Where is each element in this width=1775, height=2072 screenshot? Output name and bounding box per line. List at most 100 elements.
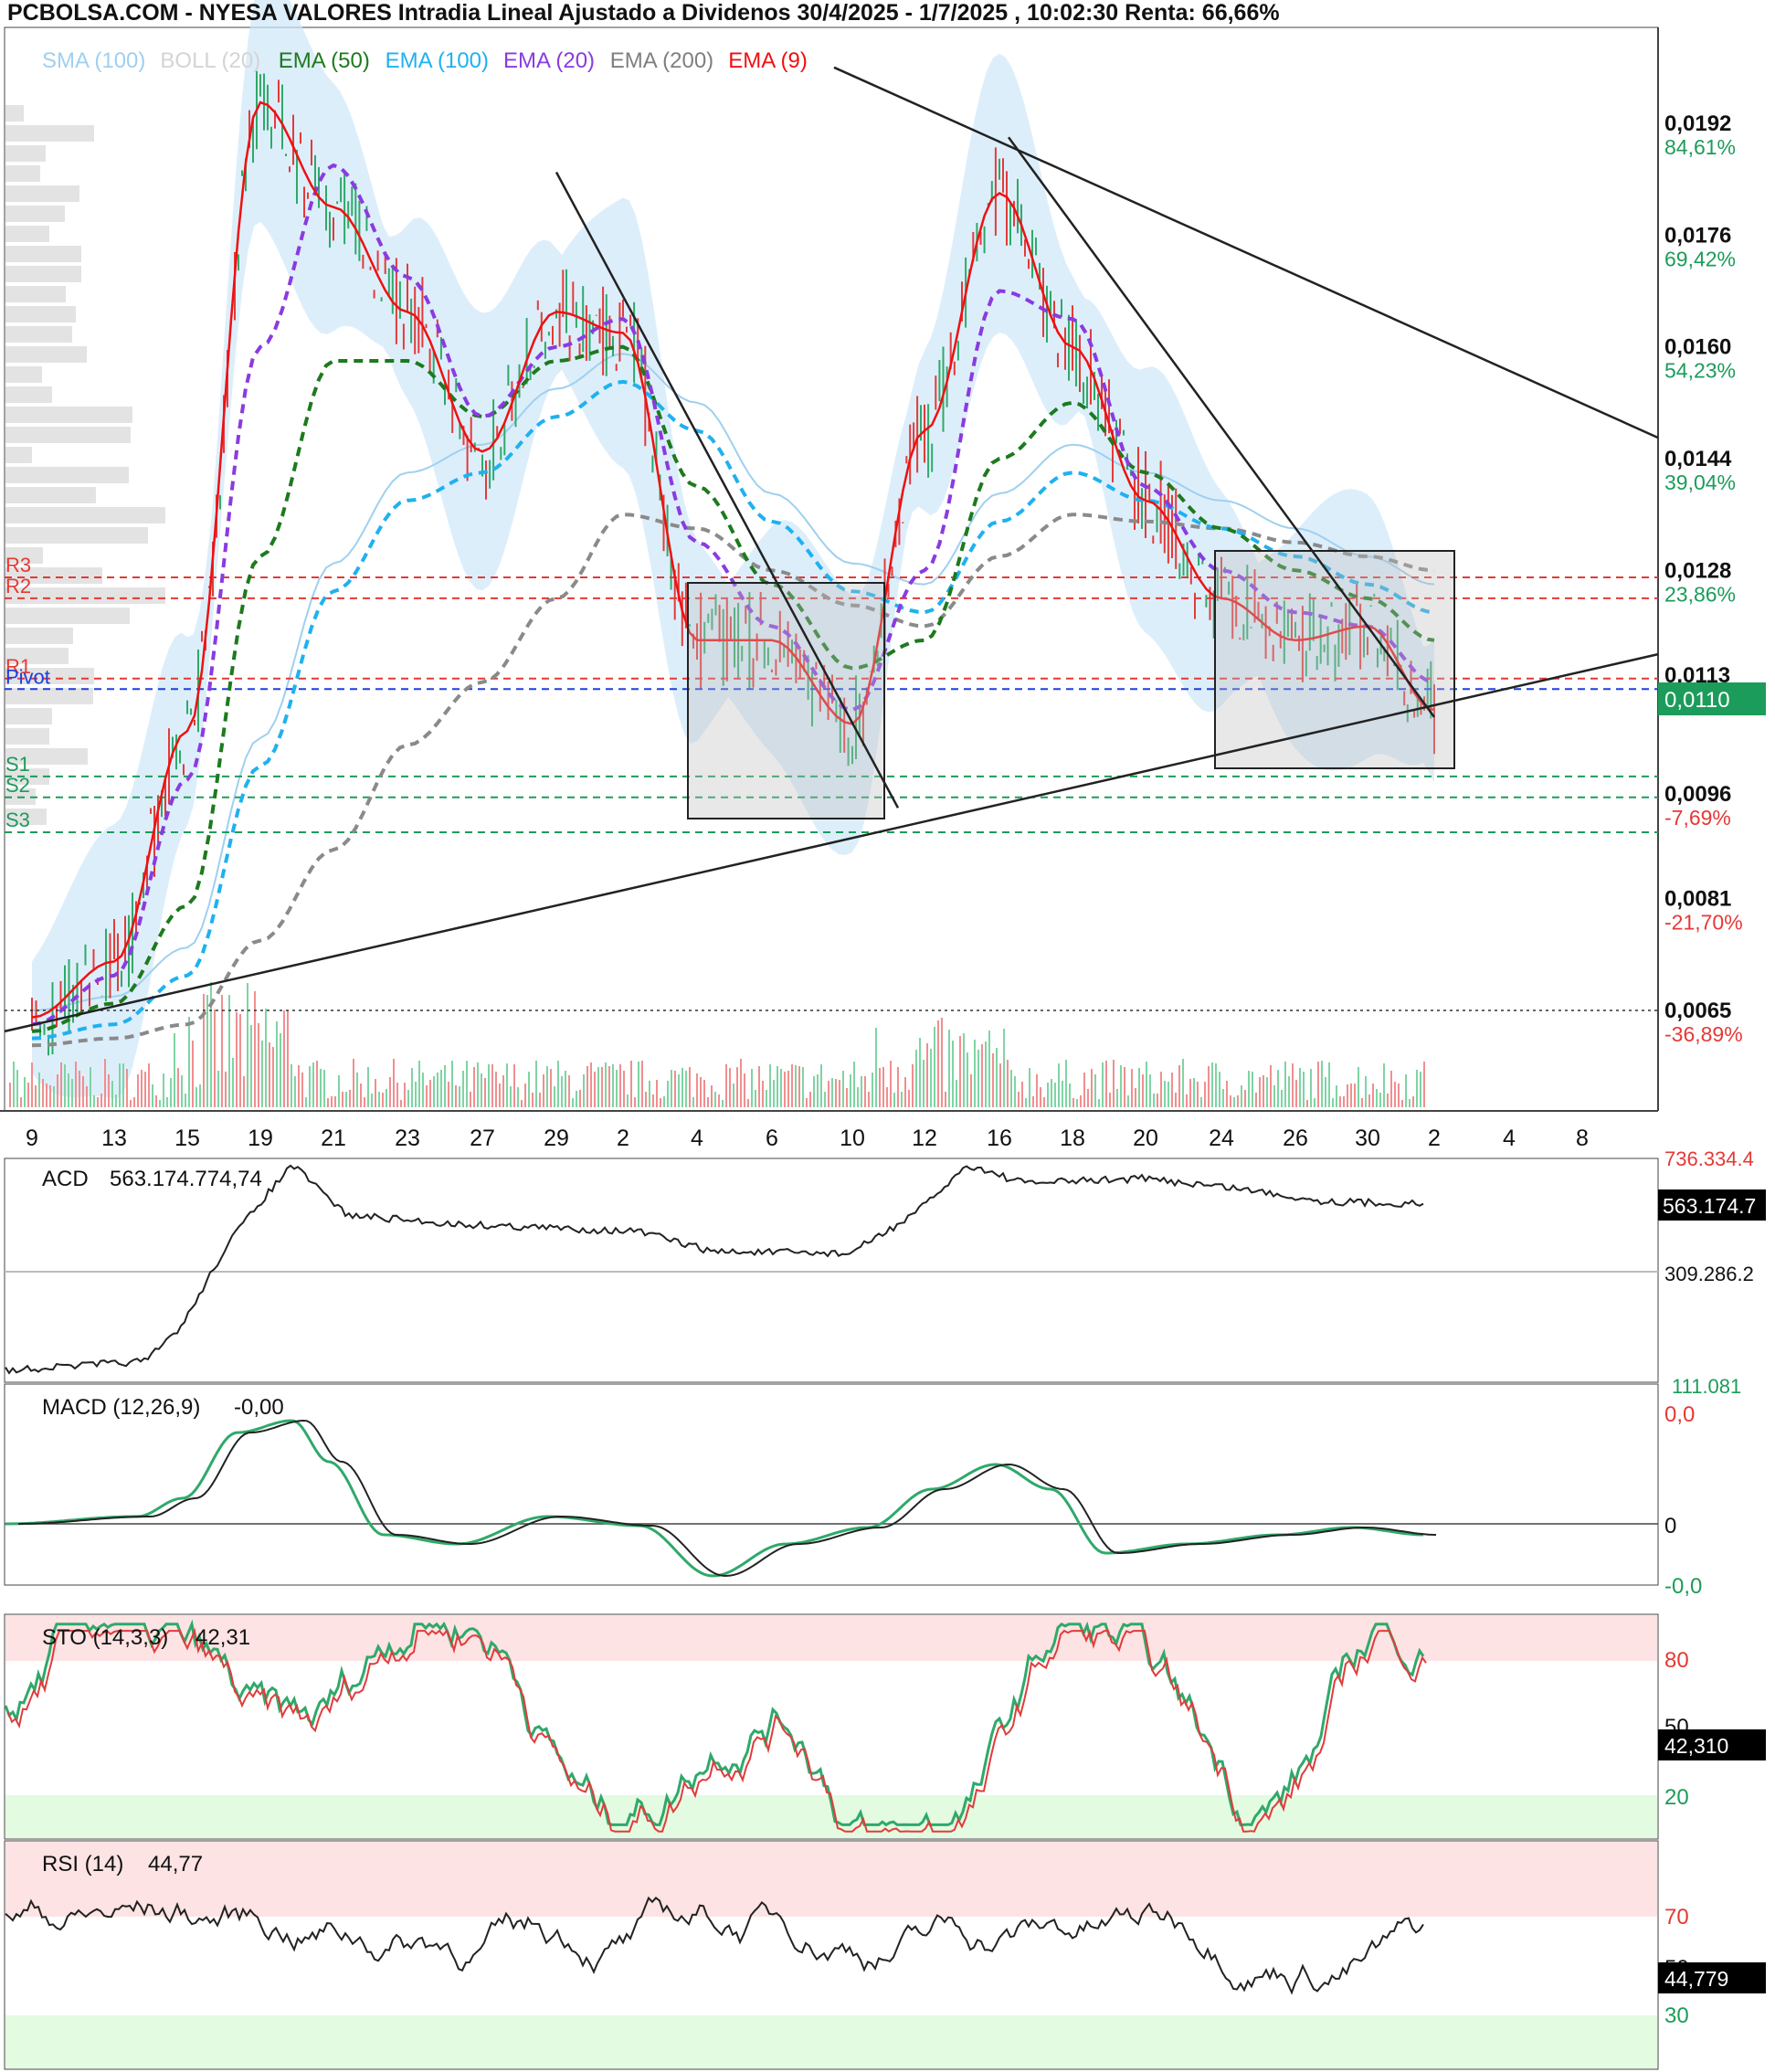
rsi-label: RSI (14) bbox=[42, 1852, 123, 1876]
volume-bar bbox=[1014, 1076, 1016, 1107]
volume-bar bbox=[744, 1073, 745, 1107]
volume-bar bbox=[864, 1076, 866, 1107]
acd-label: ACD bbox=[42, 1167, 89, 1191]
volume-bar bbox=[291, 1064, 292, 1107]
volume-bar bbox=[1120, 1065, 1122, 1107]
volume-bar bbox=[809, 1092, 811, 1107]
volume-bar bbox=[671, 1070, 672, 1107]
volume-bar bbox=[1102, 1062, 1104, 1107]
rsi-line bbox=[5, 1896, 1424, 1995]
volume-bar bbox=[130, 1100, 132, 1107]
macd-panel-frame bbox=[4, 1383, 1659, 1586]
volume-bar bbox=[817, 1074, 819, 1107]
x-tick-label: 19 bbox=[248, 1126, 273, 1151]
volume-bar bbox=[1387, 1094, 1389, 1107]
volume-bar bbox=[159, 1100, 161, 1107]
volume-bar bbox=[269, 1042, 270, 1107]
volume-bar bbox=[948, 1030, 950, 1107]
volume-bar bbox=[1157, 1094, 1158, 1107]
price-axis-value: 0,0176 bbox=[1664, 223, 1731, 248]
volume-bar bbox=[612, 1064, 614, 1107]
trendline bbox=[1007, 136, 1436, 718]
macd-signal-line bbox=[18, 1419, 1437, 1577]
x-tick-label: 10 bbox=[840, 1126, 865, 1151]
consolidation-box-2 bbox=[1214, 550, 1455, 769]
volume-bar bbox=[1299, 1068, 1301, 1107]
volume-profile-bar bbox=[5, 226, 49, 242]
volume-bar bbox=[601, 1067, 603, 1107]
volume-bar bbox=[484, 1078, 486, 1107]
volume-bar bbox=[985, 1041, 987, 1107]
volume-bar bbox=[1193, 1078, 1195, 1107]
series-ema-100- bbox=[31, 379, 1435, 1041]
volume-bar bbox=[166, 1097, 168, 1107]
volume-profile-bar bbox=[5, 527, 148, 544]
volume-bar bbox=[1288, 1076, 1290, 1107]
volume-bar bbox=[543, 1074, 544, 1107]
volume-bar bbox=[806, 1098, 808, 1107]
volume-bar bbox=[1292, 1063, 1294, 1107]
volume-bar bbox=[1368, 1094, 1370, 1107]
volume-bar bbox=[572, 1098, 574, 1107]
volume-bar bbox=[762, 1081, 764, 1107]
volume-bar bbox=[426, 1085, 428, 1107]
volume-bar bbox=[590, 1062, 592, 1107]
volume-bar bbox=[1043, 1097, 1045, 1107]
volume-profile-bar bbox=[5, 407, 132, 423]
volume-bar bbox=[1347, 1084, 1348, 1107]
volume-bar bbox=[1273, 1085, 1275, 1107]
volume-profile-bar bbox=[5, 507, 165, 523]
volume-bar bbox=[210, 982, 212, 1107]
volume-bar bbox=[506, 1063, 508, 1107]
volume-bar bbox=[459, 1086, 460, 1107]
volume-bar bbox=[901, 1092, 903, 1107]
volume-bar bbox=[57, 1074, 58, 1107]
volume-bar bbox=[1113, 1060, 1115, 1107]
volume-bar bbox=[952, 1041, 954, 1107]
volume-bar bbox=[875, 1028, 877, 1107]
volume-bar bbox=[327, 1098, 329, 1107]
volume-bar bbox=[1029, 1068, 1030, 1107]
volume-bar bbox=[24, 1077, 26, 1107]
volume-bar bbox=[561, 1076, 563, 1107]
volume-bar bbox=[254, 991, 256, 1107]
volume-profile-bar bbox=[5, 145, 46, 162]
pivot-label-s2: S2 bbox=[5, 774, 30, 797]
volume-bar bbox=[1233, 1097, 1235, 1107]
volume-bar bbox=[214, 1010, 216, 1107]
volume-bar bbox=[1076, 1099, 1078, 1107]
price-axis-value: 0,0065 bbox=[1664, 999, 1731, 1023]
macd-label: MACD (12,26,9) bbox=[42, 1395, 200, 1420]
x-tick-label: 9 bbox=[26, 1126, 38, 1151]
macd-axis-top: 0,0 bbox=[1664, 1402, 1695, 1427]
volume-bar bbox=[144, 1072, 146, 1107]
volume-bar bbox=[1021, 1082, 1023, 1107]
volume-bar bbox=[1065, 1060, 1067, 1107]
volume-profile-bar bbox=[5, 668, 94, 684]
volume-profile-bar bbox=[5, 748, 88, 765]
volume-bar bbox=[532, 1093, 534, 1107]
volume-bar bbox=[1211, 1062, 1213, 1107]
volume-bar bbox=[1054, 1083, 1056, 1107]
volume-bar bbox=[415, 1082, 417, 1107]
volume-bar bbox=[111, 1081, 113, 1107]
x-tick-label: 27 bbox=[470, 1126, 495, 1151]
volume-bar bbox=[882, 1067, 884, 1107]
volume-bar bbox=[323, 1070, 325, 1107]
volume-bar bbox=[71, 1079, 73, 1107]
volume-bar bbox=[466, 1061, 468, 1107]
volume-bar bbox=[926, 1043, 928, 1107]
volume-profile-bar bbox=[5, 728, 49, 745]
volume-bar bbox=[1124, 1067, 1125, 1107]
volume-bar bbox=[988, 1031, 990, 1107]
volume-bar bbox=[565, 1071, 566, 1107]
volume-bar bbox=[316, 1061, 318, 1107]
volume-bar bbox=[188, 1017, 190, 1107]
sto-axis-80: 80 bbox=[1664, 1648, 1689, 1673]
volume-bar bbox=[678, 1074, 680, 1107]
volume-bar bbox=[331, 1096, 333, 1107]
volume-bar bbox=[1412, 1096, 1414, 1107]
sto-axis-20: 20 bbox=[1664, 1785, 1689, 1810]
acd-panel-frame bbox=[4, 1158, 1659, 1383]
volume-bar bbox=[177, 1068, 179, 1107]
